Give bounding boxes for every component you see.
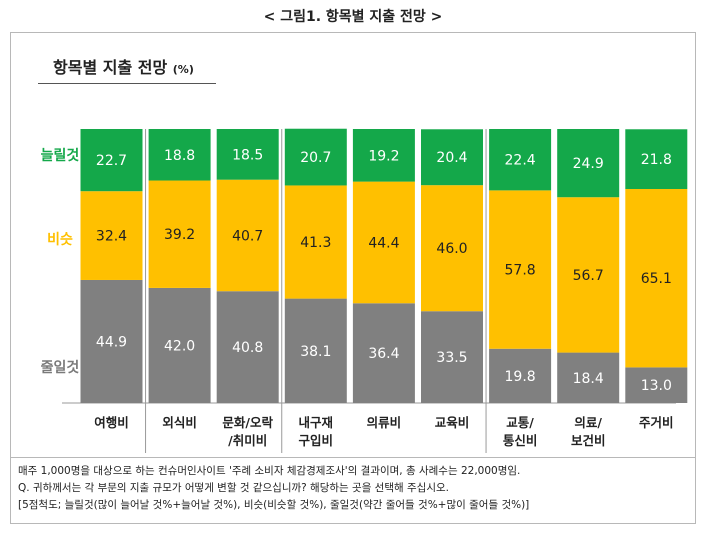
category-label: /취미비 xyxy=(228,433,267,448)
category-label: 통신비 xyxy=(503,433,538,448)
category-label: 주거비 xyxy=(639,415,674,430)
chart-panel xyxy=(10,32,696,458)
bar-segment xyxy=(216,291,279,403)
category-label: 문화/오락 xyxy=(222,415,273,430)
legend-label: 늘릴것 xyxy=(41,147,80,164)
bar-segment xyxy=(489,129,552,191)
bar-segment xyxy=(421,311,483,403)
bar-segment xyxy=(80,129,143,192)
data-label: 18.4 xyxy=(573,371,604,387)
data-label: 44.9 xyxy=(96,334,127,350)
category-label: 의료/ xyxy=(574,415,602,430)
chart-title-text: 항목별 지출 전망 xyxy=(53,58,168,77)
bar-segment xyxy=(148,180,211,288)
category-label: 보건비 xyxy=(571,433,606,448)
bar-segment xyxy=(80,191,143,280)
bar-segment xyxy=(557,197,620,353)
category-label: 여행비 xyxy=(94,415,129,430)
legend-label: 비슷 xyxy=(47,232,73,248)
data-label: 42.0 xyxy=(164,338,195,354)
data-label: 19.2 xyxy=(368,148,399,164)
data-label: 32.4 xyxy=(96,229,127,245)
data-label: 65.1 xyxy=(641,271,672,287)
bar-segment xyxy=(216,129,279,180)
data-label: 20.7 xyxy=(300,150,331,166)
bar-segment xyxy=(148,287,211,403)
bar-segment xyxy=(625,129,688,190)
category-label: 구입비 xyxy=(299,433,334,448)
data-label: 40.7 xyxy=(232,228,263,244)
footnote-line-3: [5점척도; 늘릴것(많이 늘어날 것%+늘어날 것%), 비슷(비슷할 것%)… xyxy=(18,499,530,511)
bar-segment xyxy=(216,179,279,292)
bar-segment xyxy=(284,298,347,403)
data-label: 39.2 xyxy=(164,227,195,243)
bar-segment xyxy=(489,348,552,403)
chart-title: 항목별 지출 전망 (%) xyxy=(53,54,194,78)
bar-segment xyxy=(352,181,415,304)
legend-label: 줄일것 xyxy=(41,359,80,376)
bar-segment xyxy=(352,129,415,182)
bar-segment xyxy=(625,367,688,403)
data-label: 46.0 xyxy=(436,241,467,257)
data-label: 40.8 xyxy=(232,340,263,356)
data-label: 57.8 xyxy=(505,263,536,279)
footnote: 매주 1,000명을 대상으로 하는 컨슈머인사이트 '주례 소비자 체감경제조… xyxy=(10,458,696,524)
data-label: 18.5 xyxy=(232,147,263,163)
bar-segment xyxy=(625,189,688,368)
category-label: 교육비 xyxy=(435,415,470,430)
bar-segment xyxy=(284,185,347,299)
category-label: 의류비 xyxy=(367,415,402,430)
footnote-line-1: 매주 1,000명을 대상으로 하는 컨슈머인사이트 '주례 소비자 체감경제조… xyxy=(18,465,521,477)
data-label: 33.5 xyxy=(436,350,467,366)
bar-segment xyxy=(489,190,552,349)
data-label: 41.3 xyxy=(300,235,331,251)
chart-unit-label: (%) xyxy=(172,63,194,76)
bar-segment xyxy=(421,185,483,312)
data-label: 38.1 xyxy=(300,344,331,360)
data-label: 36.4 xyxy=(368,346,399,362)
figure-title: < 그림1. 항목별 지출 전망 > xyxy=(263,9,443,25)
data-label: 44.4 xyxy=(368,235,399,251)
category-label: 내구재 xyxy=(299,415,334,430)
data-label: 20.4 xyxy=(436,150,467,166)
bar-segment xyxy=(557,129,620,198)
bar-segment xyxy=(80,279,143,403)
data-label: 21.8 xyxy=(641,152,672,168)
bar-segment xyxy=(557,352,620,403)
data-label: 18.8 xyxy=(164,148,195,164)
bar-segment xyxy=(421,129,483,186)
bar-segment xyxy=(352,303,415,403)
title-underline xyxy=(38,83,216,84)
category-label: 교통/ xyxy=(506,415,534,430)
data-label: 13.0 xyxy=(641,378,672,394)
category-label: 외식비 xyxy=(162,415,197,430)
data-label: 24.9 xyxy=(573,156,604,172)
data-label: 22.4 xyxy=(505,153,536,169)
bar-segment xyxy=(148,129,211,181)
footnote-line-2: Q. 귀하께서는 각 부문의 지출 규모가 어떻게 변할 것 같으십니까? 해당… xyxy=(18,482,449,494)
data-label: 19.8 xyxy=(505,369,536,385)
data-label: 22.7 xyxy=(96,153,127,169)
data-label: 56.7 xyxy=(573,268,604,284)
bar-segment xyxy=(284,128,347,186)
